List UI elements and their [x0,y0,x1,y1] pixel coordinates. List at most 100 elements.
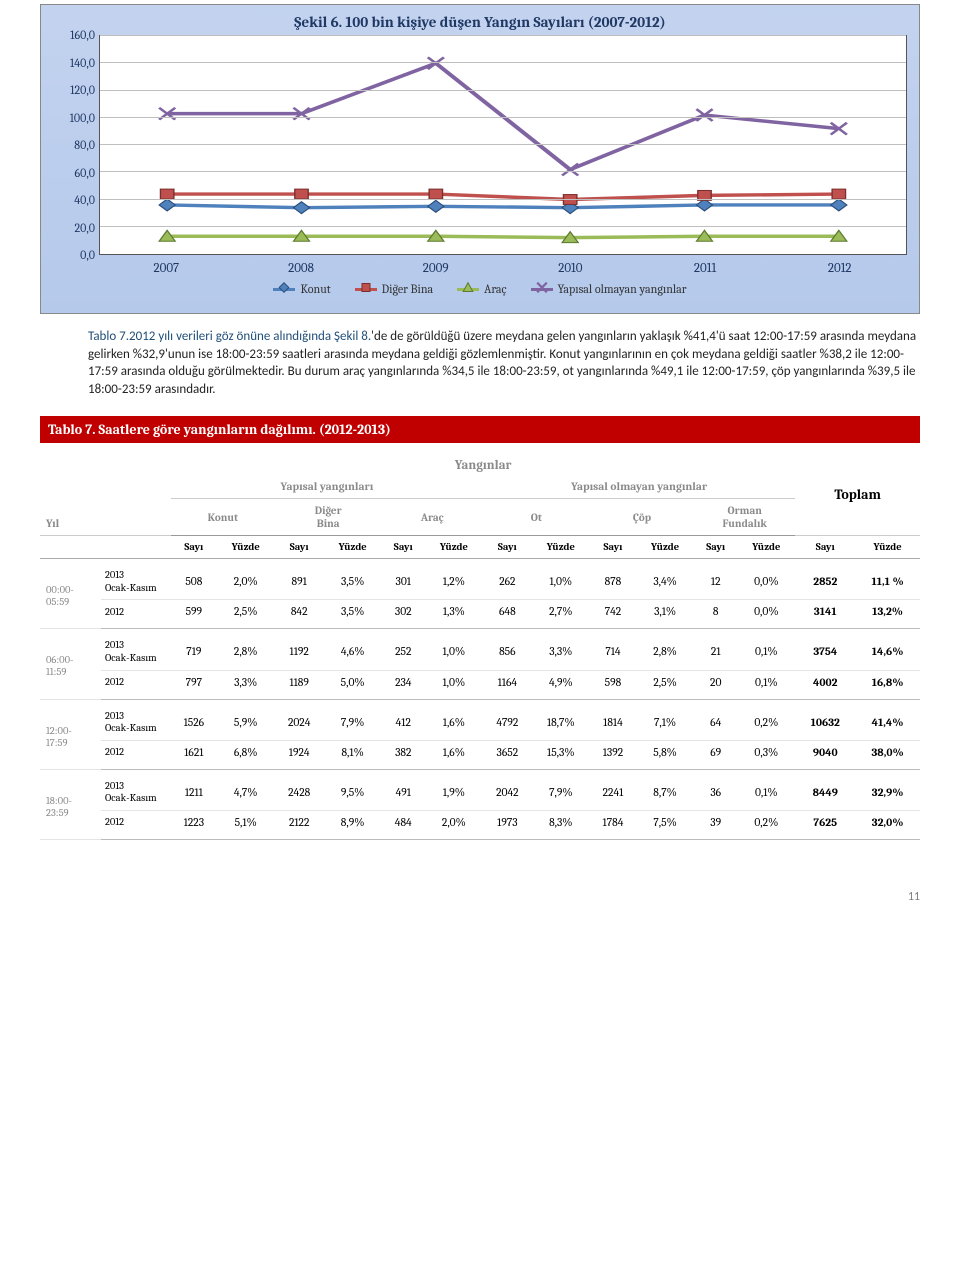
table-row: 00:00-05:592013Ocak-Kasım5082,0%8913,5%3… [40,559,920,600]
data-cell: 3754 [795,629,855,670]
data-cell: 4,6% [324,629,382,670]
data-cell: 1,3% [425,600,483,629]
metric-yuzde: Yüzde [324,536,382,559]
data-cell: 4,7% [217,769,275,810]
data-cell: 1211 [171,769,217,810]
legend-item: Araç [457,282,506,296]
data-cell: 1,0% [425,629,483,670]
table-row: 20125992,5%8423,5%3021,3%6482,7%7423,1%8… [40,600,920,629]
data-cell: 1192 [275,629,324,670]
data-cell: 8,9% [324,810,382,839]
data-cell: 5,8% [636,740,694,769]
data-cell: 11,1 % [855,559,920,600]
year-cell: 2013Ocak-Kasım [101,629,171,670]
x-tick-label: 2008 [234,261,369,276]
col-total: Toplam [795,453,920,536]
data-cell: 2241 [590,769,636,810]
data-cell: 262 [483,559,532,600]
col-header: Araç [382,499,483,536]
data-cell: 0,1% [737,769,795,810]
data-cell: 8,1% [324,740,382,769]
data-cell: 3,3% [532,629,590,670]
data-cell: 41,4% [855,699,920,740]
data-cell: 719 [171,629,217,670]
data-cell: 5,9% [217,699,275,740]
x-tick-label: 2010 [503,261,638,276]
data-cell: 302 [382,600,425,629]
data-cell: 0,0% [737,600,795,629]
data-cell: 382 [382,740,425,769]
data-table: Yıl Yangınlar Toplam Yapısal yangınları … [40,443,920,840]
data-cell: 7,1% [636,699,694,740]
paragraph-header: Tablo 7.2012 yılı verileri göz önüne alı… [88,329,371,344]
year-cell: 2012 [101,810,171,839]
y-tick-label: 100,0 [70,111,95,125]
year-cell: 2012 [101,740,171,769]
data-cell: 878 [590,559,636,600]
chart-title: Şekil 6. 100 bin kişiye düşen Yangın Say… [53,13,907,31]
data-cell: 1,6% [425,699,483,740]
data-cell: 6,8% [217,740,275,769]
data-cell: 64 [694,699,737,740]
data-cell: 32,9% [855,769,920,810]
data-cell: 9,5% [324,769,382,810]
data-cell: 5,1% [217,810,275,839]
data-cell: 10632 [795,699,855,740]
metric-yuzde: Yüzde [217,536,275,559]
data-cell: 0,1% [737,629,795,670]
metric-sayi: Sayı [590,536,636,559]
data-cell: 1164 [483,670,532,699]
y-tick-label: 80,0 [74,138,95,152]
paragraph-block: Tablo 7.2012 yılı verileri göz önüne alı… [88,328,920,398]
data-cell: 1189 [275,670,324,699]
year-cell: 2013Ocak-Kasım [101,559,171,600]
data-cell: 0,0% [737,559,795,600]
page-number: 11 [40,890,920,904]
data-cell: 16,8% [855,670,920,699]
data-cell: 891 [275,559,324,600]
metric-sayi: Sayı [795,536,855,559]
data-cell: 301 [382,559,425,600]
metric-yuzde: Yüzde [737,536,795,559]
time-cell: 12:00-17:59 [40,699,101,769]
y-tick-label: 40,0 [74,193,95,207]
table-title: Tablo 7. Saatlere göre yangınların dağıl… [40,416,920,443]
data-cell: 38,0% [855,740,920,769]
data-cell: 8,3% [532,810,590,839]
data-cell: 1784 [590,810,636,839]
data-cell: 2042 [483,769,532,810]
data-cell: 1,0% [532,559,590,600]
data-cell: 4792 [483,699,532,740]
data-cell: 599 [171,600,217,629]
legend-item: Diğer Bina [355,282,434,296]
year-cell: 2013Ocak-Kasım [101,699,171,740]
legend-label: Diğer Bina [382,282,434,296]
data-cell: 5,0% [324,670,382,699]
data-cell: 234 [382,670,425,699]
data-cell: 2024 [275,699,324,740]
data-cell: 7,9% [324,699,382,740]
data-cell: 7,5% [636,810,694,839]
data-cell: 2122 [275,810,324,839]
data-cell: 491 [382,769,425,810]
y-tick-label: 120,0 [70,83,95,97]
col-header: OrmanFundalık [694,499,795,536]
year-cell: 2012 [101,600,171,629]
data-cell: 15,3% [532,740,590,769]
year-cell: 2013Ocak-Kasım [101,769,171,810]
data-cell: 0,2% [737,699,795,740]
y-tick-label: 20,0 [74,221,95,235]
super-header: Yangınlar [171,453,795,475]
metric-sayi: Sayı [694,536,737,559]
data-cell: 1924 [275,740,324,769]
data-cell: 3,4% [636,559,694,600]
data-cell: 1621 [171,740,217,769]
data-cell: 0,1% [737,670,795,699]
y-tick-label: 160,0 [70,28,95,42]
metric-sayi: Sayı [382,536,425,559]
data-cell: 12 [694,559,737,600]
data-cell: 598 [590,670,636,699]
data-cell: 0,3% [737,740,795,769]
metric-yuzde: Yüzde [636,536,694,559]
data-cell: 3,5% [324,559,382,600]
